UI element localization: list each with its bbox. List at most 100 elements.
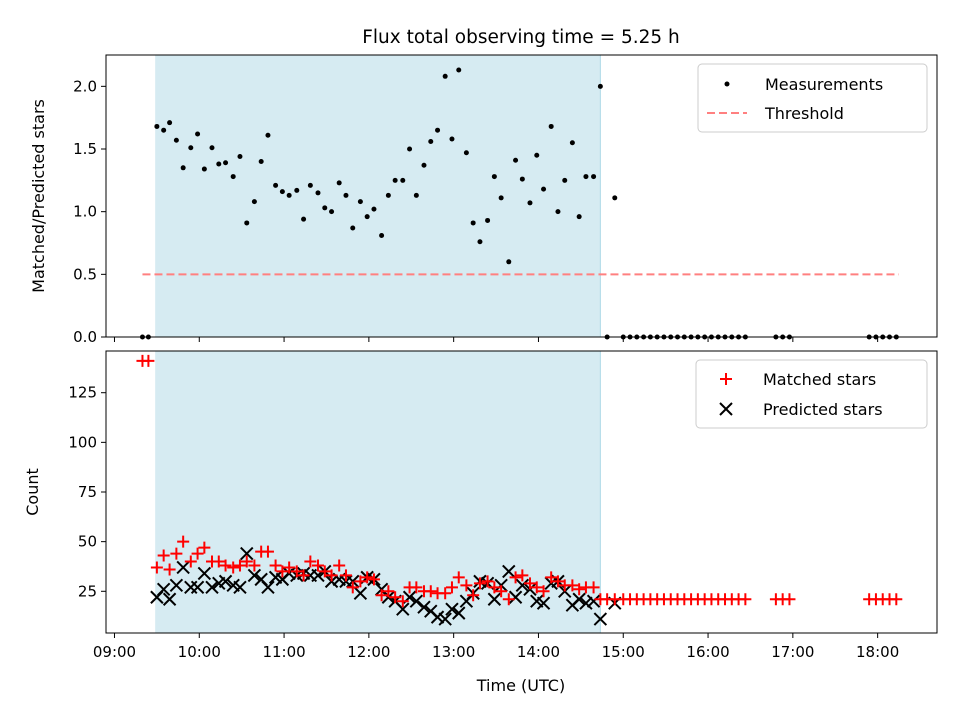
measurement-point [449, 136, 455, 142]
matched-stars-point [248, 559, 261, 572]
legend-marker-predicted [719, 402, 733, 416]
predicted-stars-point [572, 592, 586, 606]
matched-stars-point [233, 559, 246, 572]
matched-stars-point [219, 559, 232, 572]
measurement-point [279, 189, 285, 195]
matched-stars-point [170, 547, 183, 560]
matched-stars-point [488, 581, 501, 594]
predicted-stars-point [409, 594, 424, 608]
measurement-point [541, 186, 547, 192]
measurement-point [491, 174, 497, 180]
measurement-point [265, 132, 271, 138]
measurement-point [555, 209, 561, 215]
observing-window-band [155, 55, 601, 337]
measurement-point [569, 140, 575, 146]
legend-marker-matched [720, 373, 732, 385]
measurement-point [329, 209, 335, 215]
matched-stars-point [283, 561, 296, 574]
measurement-point [209, 145, 215, 151]
matched-stars-point [304, 555, 317, 568]
measurement-point [315, 190, 321, 196]
matched-stars-point [481, 575, 494, 588]
y-tick-label: 1.5 [73, 140, 97, 158]
predicted-stars-point [261, 580, 275, 595]
measurement-point [591, 174, 597, 180]
predicted-stars-point [508, 590, 523, 604]
predicted-stars-point [515, 578, 530, 593]
matched-stars-point [473, 577, 486, 590]
measurement-point [534, 152, 540, 158]
chart-title: Flux total observing time = 5.25 h [362, 27, 680, 48]
legend-box [695, 359, 928, 429]
legend-label-matched: Matched stars [763, 370, 876, 389]
measurement-point [180, 165, 186, 171]
predicted-stars-point [396, 602, 410, 616]
matched-stars-point [227, 561, 240, 574]
matched-stars-point [573, 583, 586, 596]
predicted-stars-point [353, 586, 368, 600]
measurement-point [400, 177, 406, 183]
x-tick-label: 09:00 [93, 643, 136, 661]
predicted-stars-point [430, 610, 445, 624]
measurement-point [498, 195, 504, 201]
predicted-stars-point [233, 580, 247, 595]
matched-stars-point [467, 589, 480, 602]
measurement-point [258, 159, 264, 165]
predicted-stars-point [240, 546, 254, 561]
predicted-stars-point [536, 596, 551, 610]
legend-marker-measurements [724, 81, 730, 87]
measurement-point [597, 83, 603, 89]
matched-stars-point [452, 571, 465, 584]
measurement-point [562, 177, 568, 183]
measurement-point [364, 214, 370, 220]
x-tick-label: 14:00 [517, 643, 560, 661]
matched-stars-point [276, 565, 289, 578]
matched-stars-point [537, 585, 550, 598]
legend-label-measurements: Measurements [765, 75, 883, 94]
predicted-stars-point [487, 592, 502, 606]
x-tick-label: 15:00 [602, 643, 645, 661]
bottom-panel: 25 50 75 100 125 09:00 10:00 11:00 12:00 13:00 14… [23, 350, 938, 695]
matched-stars-point [382, 585, 395, 598]
matched-stars-point [157, 549, 170, 562]
predicted-stars-point [197, 566, 212, 581]
measurement-point [167, 120, 173, 126]
measurement-point [612, 195, 618, 201]
measurement-point [485, 217, 491, 223]
measurement-point [357, 199, 363, 205]
measurement-point [336, 180, 342, 186]
predicted-stars-point [169, 578, 184, 593]
x-tick-label: 17:00 [771, 643, 814, 661]
measurement-point [392, 177, 398, 183]
measurement-point [548, 123, 554, 129]
matched-stars-point [311, 559, 324, 572]
matched-stars-point [354, 575, 367, 588]
x-axis-label: Time (UTC) [476, 676, 565, 695]
legend-box [697, 63, 928, 133]
legend-label-threshold: Threshold [764, 104, 844, 123]
matched-stars-point [318, 565, 331, 578]
measurement-point [201, 166, 207, 172]
top-y-ticks: 0.0 0.5 1.0 1.5 2.0 [73, 77, 106, 346]
measurement-point [251, 199, 257, 205]
y-tick-label: 125 [68, 384, 97, 402]
measurement-point [583, 174, 589, 180]
measurement-point [576, 214, 582, 220]
measurement-point [230, 174, 236, 180]
matched-stars-point [502, 593, 515, 606]
matched-stars-point [439, 587, 452, 600]
matched-stars-point [142, 354, 155, 367]
measurement-point [428, 138, 434, 144]
matched-stars-point [333, 559, 346, 572]
predicted-stars-point [247, 568, 262, 583]
matched-stars-point [551, 575, 564, 588]
measurement-point [435, 127, 441, 133]
measurement-point [506, 259, 512, 265]
predicted-stars-point [593, 612, 608, 626]
measurement-point [237, 154, 243, 160]
matched-stars-point [346, 581, 359, 594]
matched-stars-point [410, 581, 423, 594]
measurement-point [371, 206, 377, 212]
measurement-point [286, 192, 292, 198]
